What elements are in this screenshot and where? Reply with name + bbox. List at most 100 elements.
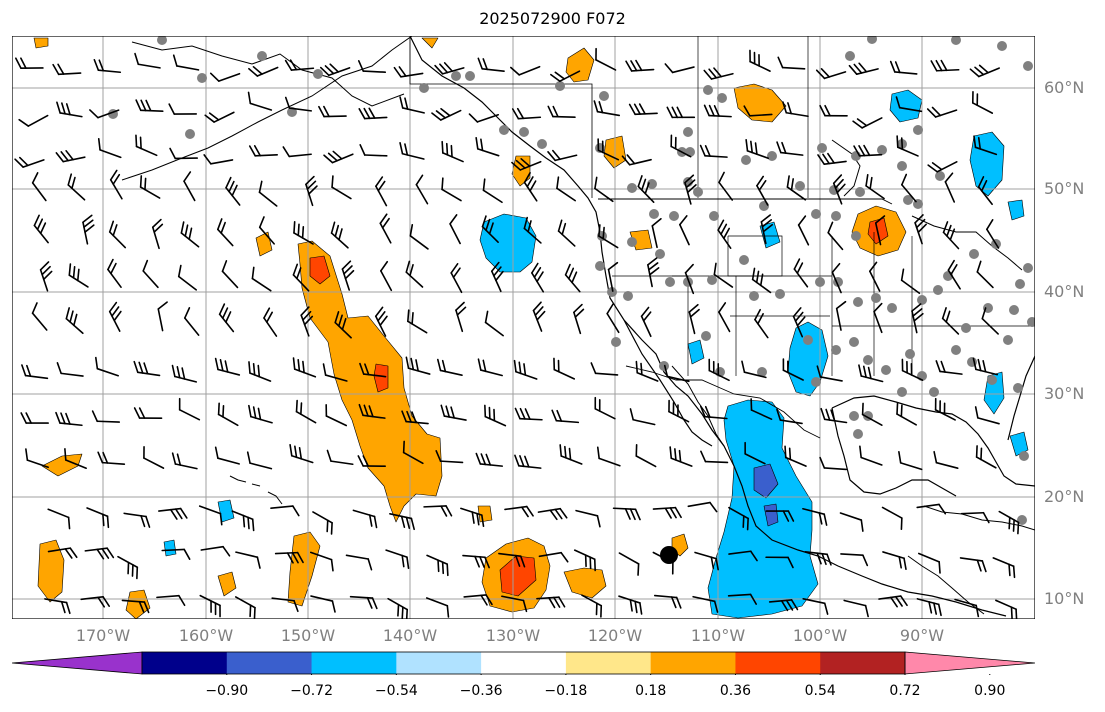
wind-barb xyxy=(865,174,885,200)
wind-barb xyxy=(450,262,463,294)
colorbar xyxy=(12,651,1035,675)
wind-barb xyxy=(817,152,847,166)
wind-barb xyxy=(718,171,734,201)
station-marker xyxy=(709,211,719,221)
station-marker xyxy=(683,127,693,137)
wind-barb xyxy=(123,512,151,528)
wind-barb xyxy=(183,171,196,202)
station-marker xyxy=(257,51,267,61)
station-marker xyxy=(157,36,167,45)
station-marker xyxy=(863,355,873,365)
wind-barb xyxy=(831,262,842,294)
wind-barb xyxy=(477,358,503,377)
wind-barb xyxy=(293,220,314,245)
wind-barb xyxy=(258,180,278,207)
wind-barb xyxy=(594,396,616,420)
wind-barb xyxy=(882,551,907,571)
station-marker xyxy=(881,365,891,375)
negative-anomaly-core xyxy=(753,463,779,499)
wind-barb xyxy=(944,172,956,203)
station-marker xyxy=(741,155,751,165)
wind-barb xyxy=(550,70,581,83)
colorbar-segment xyxy=(142,652,228,674)
lat-label: 60°N xyxy=(1044,78,1085,97)
wind-barb xyxy=(247,91,273,111)
colorbar-segment xyxy=(481,652,567,674)
station-marker xyxy=(913,125,923,135)
hawaii-islands xyxy=(251,483,261,487)
wind-barb xyxy=(998,510,1020,535)
station-marker xyxy=(451,71,461,81)
map-title: 2025072900 F072 xyxy=(479,9,626,28)
wind-barb xyxy=(853,144,883,157)
wind-barb xyxy=(523,216,542,244)
wind-barb xyxy=(331,175,352,200)
wind-barb xyxy=(751,267,772,294)
wind-barb xyxy=(330,221,349,249)
wind-barb xyxy=(960,511,990,524)
wind-barb xyxy=(25,448,49,469)
wind-barb xyxy=(559,444,583,465)
station-marker xyxy=(665,277,675,287)
wind-barb xyxy=(270,505,300,517)
station-marker xyxy=(555,81,565,91)
station-marker xyxy=(739,255,749,265)
lat-label: 20°N xyxy=(1044,487,1085,506)
colorbar-segment xyxy=(650,652,736,674)
wind-barb xyxy=(217,402,239,427)
wind-barb xyxy=(80,596,110,608)
wind-barb xyxy=(935,360,963,375)
wind-barb xyxy=(536,596,566,609)
wind-barb xyxy=(713,262,734,288)
wind-barb xyxy=(669,446,693,467)
wind-barb xyxy=(607,261,619,292)
lon-label: 140°W xyxy=(382,626,438,645)
station-marker xyxy=(903,195,913,205)
station-marker xyxy=(519,127,529,137)
wind-barb xyxy=(901,173,917,203)
wind-barb xyxy=(768,599,799,612)
wind-barb xyxy=(251,266,272,292)
negative-anomaly-region xyxy=(1007,199,1025,221)
station-marker xyxy=(887,303,897,313)
positive-anomaly-region xyxy=(287,531,321,607)
station-marker xyxy=(701,331,711,341)
wind-barb xyxy=(248,404,273,424)
wind-barb xyxy=(318,105,347,118)
wind-barb xyxy=(93,58,122,74)
wind-barb xyxy=(20,412,49,424)
wind-barb xyxy=(959,557,987,573)
wind-barb xyxy=(171,452,198,470)
wind-barb xyxy=(618,595,643,615)
wind-barb xyxy=(971,90,994,114)
wind-barb xyxy=(305,175,318,207)
wind-barb xyxy=(357,60,387,73)
station-marker xyxy=(1023,263,1033,273)
wind-barb xyxy=(352,509,378,529)
wind-barb xyxy=(708,358,730,382)
wind-barb xyxy=(741,360,767,379)
wind-barb xyxy=(323,150,354,164)
station-marker xyxy=(313,69,323,79)
wind-barb xyxy=(640,306,652,338)
wind-barb xyxy=(271,597,299,613)
wind-barb xyxy=(199,594,221,618)
wind-barb xyxy=(832,174,846,205)
wind-barb xyxy=(782,358,804,381)
colorbar-segment xyxy=(735,652,821,674)
wind-barb xyxy=(39,261,53,292)
wind-barb xyxy=(203,154,234,165)
wind-barb xyxy=(776,141,804,156)
wind-barb xyxy=(117,555,139,580)
wind-barb xyxy=(300,306,314,337)
wind-barb xyxy=(157,301,168,332)
wind-barb xyxy=(477,57,505,73)
colorbar-tick-label: −0.18 xyxy=(544,683,588,699)
wind-barb xyxy=(56,362,84,377)
station-marker xyxy=(1027,317,1035,327)
wind-barb xyxy=(933,450,959,469)
station-marker xyxy=(197,73,207,83)
wind-barb xyxy=(481,215,499,243)
wind-barb xyxy=(434,62,465,75)
wind-barb xyxy=(594,176,614,203)
